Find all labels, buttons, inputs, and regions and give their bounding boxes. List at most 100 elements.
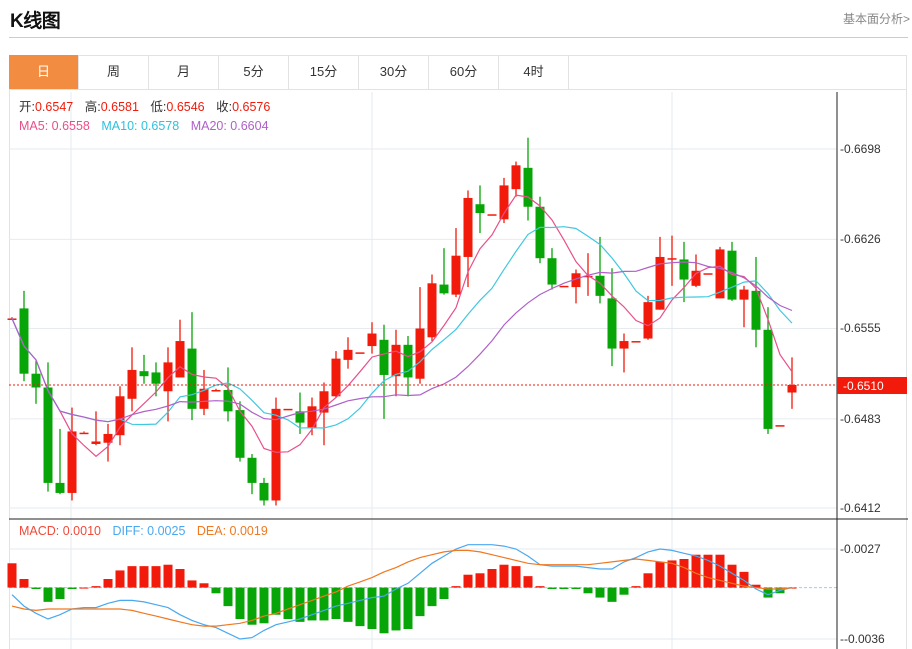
candle-body (511, 165, 521, 190)
candle-body (631, 341, 641, 343)
candle (379, 324, 389, 419)
candle (787, 357, 797, 409)
macd-bar (391, 587, 401, 631)
macd-bar (499, 564, 509, 588)
high-label: 高: (85, 99, 101, 114)
macd-bar (259, 587, 269, 624)
candle (343, 337, 353, 369)
candle (319, 382, 329, 446)
y-tick: -0.6483 (840, 412, 881, 426)
candle-body (391, 344, 401, 377)
candle (31, 361, 41, 404)
candle-body (547, 258, 557, 285)
macd-bar (79, 587, 89, 589)
candle (127, 347, 137, 412)
candle-body (559, 285, 569, 288)
tab-day[interactable]: 日 (9, 55, 79, 89)
fundamental-analysis-link[interactable]: 基本面分析> (842, 12, 910, 26)
tab-60min[interactable]: 60分 (429, 55, 499, 89)
tab-week[interactable]: 周 (79, 55, 149, 89)
candle-body (343, 349, 353, 360)
candle-body (775, 425, 785, 427)
ma-lines (11, 194, 793, 458)
macd-bar (367, 587, 377, 629)
y-tick: -0.6555 (840, 321, 881, 335)
candle (355, 352, 365, 354)
candle (67, 407, 77, 501)
tab-month[interactable]: 月 (149, 55, 219, 89)
candle (391, 329, 401, 397)
ohlc-info: 开:0.6547 高:0.6581 低:0.6546 收:0.6576 MA5:… (19, 99, 270, 133)
candle (415, 287, 425, 384)
candle-body (103, 433, 113, 443)
macd-bar (727, 564, 737, 588)
candle-body (211, 390, 221, 392)
candle (115, 386, 125, 446)
high-value: 0.6581 (101, 100, 139, 114)
candle-body (91, 441, 101, 444)
candle-body (235, 410, 245, 458)
macd-bar (175, 569, 185, 588)
candle (19, 290, 29, 382)
candle (523, 137, 533, 221)
y-tick: -0.6412 (840, 501, 881, 515)
ma10-value: MA10: 0.6578 (101, 119, 179, 133)
current-price-label: -0.6510 (843, 379, 884, 393)
candle (571, 269, 581, 304)
price-axis-labels: -0.6698 -0.6626 -0.6555 -0.6483 -0.6412 … (840, 142, 885, 646)
tab-4hour[interactable]: 4时 (499, 55, 569, 89)
macd-bar (655, 561, 665, 588)
ma20-value: MA20: 0.6604 (191, 119, 269, 133)
candle (259, 477, 269, 506)
candle (139, 354, 149, 384)
tab-15min[interactable]: 15分 (289, 55, 359, 89)
chart-frame (9, 55, 907, 649)
candle (451, 228, 461, 298)
y-tick: -0.6698 (840, 142, 881, 156)
candle (595, 236, 605, 304)
candle (631, 341, 641, 343)
candle-body (271, 408, 281, 501)
candle-body (607, 298, 617, 349)
open-label: 开: (19, 100, 35, 114)
macd-bar (331, 587, 341, 619)
candle-body (475, 204, 485, 214)
candle (439, 248, 449, 295)
macd-bar (595, 587, 605, 598)
tab-5min[interactable]: 5分 (219, 55, 289, 89)
candle-body (139, 371, 149, 377)
candle-body (571, 273, 581, 288)
macd-bar (751, 584, 761, 588)
candle (547, 248, 557, 290)
candle-body (679, 259, 689, 280)
candle-body (379, 339, 389, 375)
candle-body (727, 250, 737, 300)
macd-bar (607, 587, 617, 602)
period-tabs: 日 周 月 5分 15分 30分 60分 4时 (9, 55, 907, 90)
macd-bar (547, 587, 557, 589)
macd-bar (559, 587, 569, 589)
macd-bar (403, 587, 413, 629)
macd-bar (439, 587, 449, 599)
diff-value: DIFF: 0.0025 (112, 524, 185, 538)
macd-bar (67, 587, 77, 589)
tab-30min[interactable]: 30分 (359, 55, 429, 89)
macd-bar (151, 566, 161, 588)
candle (295, 392, 305, 434)
candle (247, 454, 257, 495)
candle-body (127, 369, 137, 399)
macd-bar (55, 587, 65, 599)
macd-bar (763, 587, 773, 598)
candle (487, 214, 497, 216)
candle-body (115, 396, 125, 436)
candle-body (703, 273, 713, 275)
macd-bar (523, 576, 533, 588)
candle (331, 351, 341, 398)
candle (175, 319, 185, 378)
macd-bar (31, 587, 41, 589)
ma5-value: MA5: 0.6558 (19, 119, 90, 133)
macd-bar (127, 566, 137, 588)
candle (727, 241, 737, 301)
candle (619, 333, 629, 373)
